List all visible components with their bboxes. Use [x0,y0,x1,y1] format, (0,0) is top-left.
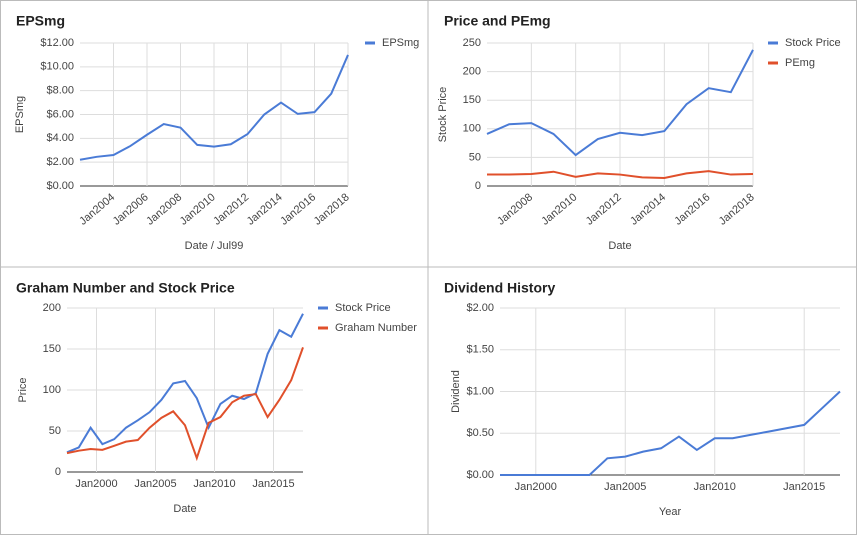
y-axis-label: Price [17,377,29,402]
y-tick-label: $10.00 [40,61,74,73]
x-tick-label: Jan2000 [515,481,557,493]
series-line [487,170,754,179]
series-line [500,390,841,476]
y-tick-label: $0.00 [466,469,494,481]
legend-label: Stock Price [785,37,841,49]
legend-label: EPSmg [382,37,419,49]
y-tick-label: $2.00 [46,156,74,168]
legend-label: Stock Price [335,302,391,314]
y-tick-label: $0.00 [46,180,74,192]
chart-title: EPSmg [16,13,65,29]
chart-title: Dividend History [444,280,555,296]
chart-title: Price and PEmg [444,13,551,29]
series-line [66,313,304,454]
y-axis-label: Dividend [450,370,462,413]
y-tick-label: 100 [43,384,61,396]
y-tick-label: 0 [55,466,61,478]
y-tick-label: $2.00 [466,302,494,314]
y-tick-label: 0 [475,180,481,192]
x-axis-label: Date [173,503,196,515]
x-tick-label: Jan2010 [193,478,235,490]
y-tick-label: $6.00 [46,108,74,120]
chart-title: Graham Number and Stock Price [16,280,235,296]
series-line [486,49,754,157]
x-tick-label: Jan2005 [134,478,176,490]
y-tick-label: 150 [463,94,481,106]
y-axis-label: Stock Price [437,87,449,143]
y-tick-label: 200 [463,66,481,78]
y-tick-label: $0.50 [466,427,494,439]
y-axis-label: EPSmg [14,96,26,133]
x-axis-label: Year [659,506,682,518]
x-tick-label: Jan2015 [783,481,825,493]
x-tick-label: Jan2015 [252,478,294,490]
y-tick-label: $12.00 [40,37,74,49]
y-tick-label: 100 [463,123,481,135]
x-tick-label: Jan2010 [694,481,736,493]
series-line [79,54,349,161]
x-axis-label: Date [608,240,631,252]
legend-label: PEmg [785,57,815,69]
y-tick-label: $1.00 [466,385,494,397]
y-tick-label: $1.50 [466,344,494,356]
x-tick-label: Jan2000 [75,478,117,490]
y-tick-label: 200 [43,302,61,314]
y-tick-label: 50 [469,151,481,163]
x-axis-label: Date / Jul99 [185,240,244,252]
y-tick-label: $4.00 [46,132,74,144]
y-tick-label: 250 [463,37,481,49]
legend-label: Graham Number [335,322,417,334]
series-line [66,347,304,462]
y-tick-label: 50 [49,425,61,437]
y-tick-label: $8.00 [46,85,74,97]
x-tick-label: Jan2005 [604,481,646,493]
y-tick-label: 150 [43,343,61,355]
